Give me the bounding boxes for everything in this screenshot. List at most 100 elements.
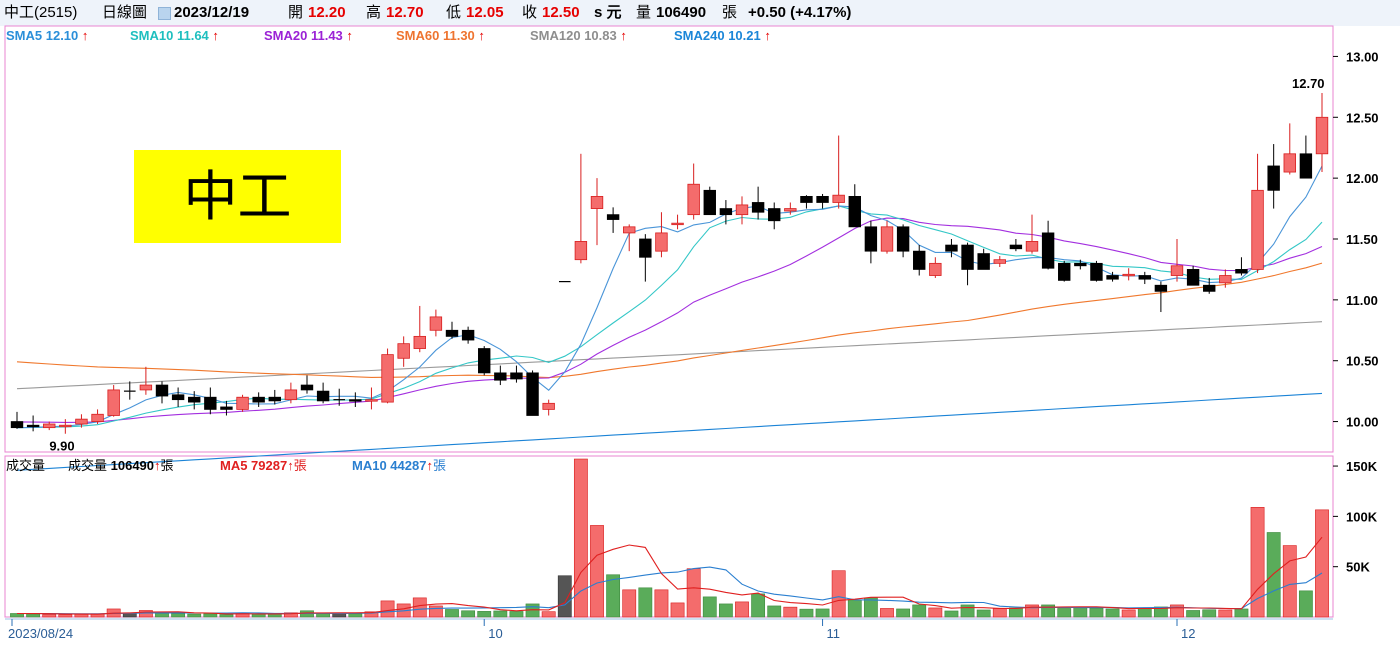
- candle-body: [268, 396, 281, 402]
- volume-bar: [219, 614, 234, 618]
- candle-body: [639, 238, 652, 258]
- candle: [687, 163, 700, 220]
- sma20-line: [16, 217, 1323, 423]
- up-arrow-icon: ↑: [616, 28, 627, 43]
- volume-bar: [654, 589, 669, 618]
- volume-bar: [831, 570, 846, 618]
- candle: [381, 348, 394, 404]
- candle: [461, 326, 475, 344]
- candle: [1315, 92, 1329, 173]
- x-tick-label: 10: [488, 626, 502, 641]
- candle-body: [252, 396, 265, 403]
- candle-body: [606, 214, 620, 220]
- candle-body: [703, 189, 716, 216]
- volume-bar: [735, 601, 749, 618]
- candle: [526, 370, 539, 416]
- candle-body: [1267, 165, 1280, 191]
- up-arrow-icon: ↑: [474, 28, 485, 43]
- volume-bar: [1089, 607, 1104, 618]
- volume-bar: [1298, 590, 1313, 618]
- vma5-legend-unit: 張: [293, 458, 307, 473]
- candle-body: [510, 372, 523, 380]
- volume-bar: [1008, 607, 1023, 618]
- candle: [1267, 144, 1280, 209]
- candle: [1074, 259, 1087, 270]
- volume-bar: [138, 610, 153, 618]
- up-arrow-icon: ↑: [78, 28, 89, 43]
- candle: [1251, 153, 1264, 274]
- candle: [1186, 265, 1200, 286]
- price-tick-label: 13.00: [1346, 49, 1379, 64]
- volume-bar: [1266, 532, 1281, 618]
- candle: [832, 135, 845, 209]
- legend-sma5-label: SMA5 12.10: [6, 28, 79, 43]
- volume-bar: [992, 608, 1007, 618]
- candle-body: [10, 421, 24, 429]
- x-tick-label: 12: [1181, 626, 1195, 641]
- candle: [268, 389, 281, 405]
- volume-tick-label: 100K: [1346, 509, 1378, 524]
- candle-body: [719, 208, 733, 216]
- candle: [542, 399, 555, 416]
- candle-body: [832, 194, 845, 203]
- candle-body: [542, 402, 555, 410]
- candle-body: [1299, 153, 1313, 179]
- quote-date: 2023/12/19: [174, 4, 250, 21]
- high-annotation: 12.70: [1292, 76, 1325, 91]
- candle-body: [1251, 189, 1264, 270]
- volume-bar: [74, 613, 89, 618]
- period-label[interactable]: 日線圖: [102, 4, 148, 21]
- candle: [800, 195, 813, 209]
- candle: [478, 346, 491, 376]
- volume-legend: 成交量 106490↑張: [68, 456, 174, 476]
- candle-body: [655, 232, 668, 252]
- volume-tick-label: 150K: [1346, 459, 1378, 474]
- volume-bar: [960, 604, 975, 618]
- low-value: 12.05: [466, 4, 504, 21]
- volume-bar: [155, 613, 169, 618]
- candle: [1219, 269, 1232, 288]
- volume-tick-label: 50K: [1346, 560, 1370, 575]
- x-tick-label: 2023/08/24: [8, 626, 73, 641]
- sma10-line: [16, 205, 1323, 429]
- candle: [880, 220, 894, 254]
- candle-body: [461, 329, 475, 341]
- candle-body: [1090, 262, 1103, 281]
- candle: [155, 381, 169, 404]
- volume-bar: [702, 596, 717, 618]
- candle-body: [687, 183, 700, 216]
- candle-body: [1154, 284, 1168, 292]
- candle-body: [1235, 269, 1248, 274]
- volume-pane-title: 成交量: [6, 458, 46, 473]
- candle-body: [751, 202, 765, 213]
- volume-bar: [541, 611, 556, 618]
- volume-bar: [557, 575, 572, 618]
- volume-bar: [203, 613, 218, 618]
- legend-sma60: SMA60 11.30 ↑: [396, 26, 485, 46]
- candle-body: [381, 354, 394, 403]
- candle-body: [816, 195, 829, 203]
- candle: [719, 200, 733, 225]
- candle-body: [478, 348, 491, 374]
- calendar-icon[interactable]: [158, 7, 171, 20]
- volume-label: 量: [636, 4, 652, 21]
- up-arrow-icon: ↑: [342, 28, 353, 43]
- legend-sma10-label: SMA10 11.64: [130, 28, 209, 43]
- candle-body: [945, 244, 958, 252]
- candle: [10, 411, 24, 429]
- price-tick-label: 11.00: [1346, 293, 1378, 308]
- candle-body: [365, 399, 378, 402]
- volume-bar: [42, 614, 57, 618]
- candle: [1154, 281, 1168, 313]
- volume-bar: [1186, 610, 1201, 618]
- candle-body: [913, 250, 926, 270]
- candle: [316, 382, 330, 404]
- candle-body: [26, 424, 40, 428]
- candle: [1170, 239, 1184, 282]
- candle-body: [864, 226, 878, 252]
- candle-body: [1138, 275, 1151, 280]
- volume-bar: [1153, 606, 1168, 618]
- volume-bar: [1202, 609, 1217, 618]
- sma240-line: [16, 392, 1323, 471]
- candle: [429, 309, 443, 337]
